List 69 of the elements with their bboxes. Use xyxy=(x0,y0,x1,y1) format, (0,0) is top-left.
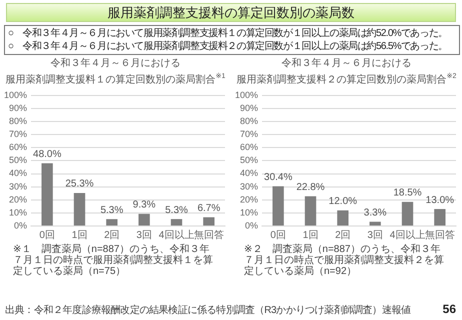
bar xyxy=(370,222,381,226)
data-label: 9.3% xyxy=(132,200,156,211)
x-tick-label: 2回 xyxy=(104,230,120,242)
y-tick-label: 50% xyxy=(240,156,258,166)
data-label: 5.3% xyxy=(100,205,124,216)
data-label: 5.3% xyxy=(165,205,188,216)
data-label: 22.8% xyxy=(296,182,325,194)
y-tick-label: 30% xyxy=(240,182,258,192)
bar xyxy=(272,186,284,226)
y-tick-label: 20% xyxy=(240,194,258,205)
chart-subtitle: 服用薬剤調整支援料２の算定回数別の薬局割合$^{※2}$ xyxy=(236,72,458,86)
bar xyxy=(74,193,86,226)
x-tick-label: 3回 xyxy=(367,230,383,242)
y-tick-label: 70% xyxy=(240,129,258,140)
data-label: 13.0% xyxy=(426,195,454,206)
bar xyxy=(337,210,348,226)
bar xyxy=(203,218,214,226)
text: ※２ 調査薬局（n=887）のうち、令和３年７月１日の時点で服用薬剤調整支援料２を算定している薬局（n=92） xyxy=(244,244,445,278)
x-tick-label: 無回答 xyxy=(424,229,455,242)
source-note: 出典：令和２年度診療報酬改定の結果検証に係る特別調査（R3かかりつけ薬剤師調査）速報値 xyxy=(5,304,411,317)
data-label: 25.3% xyxy=(65,179,94,190)
bar xyxy=(304,196,316,226)
data-label: 6.7% xyxy=(197,203,220,214)
x-tick-label: 無回答 xyxy=(194,229,224,242)
y-tick-label: 90% xyxy=(240,103,258,114)
text: ○ 令和３年４月～６月において服用薬剤調整支援料１の算定回数が１回以上の薬局は約52.0%であった。 xyxy=(8,27,448,40)
x-tick-label: 3回 xyxy=(136,230,152,242)
bar xyxy=(434,209,446,226)
y-tick-label: 0% xyxy=(14,220,28,231)
chart-title: 令和３年４月～６月における xyxy=(280,57,412,70)
x-tick-label: 1回 xyxy=(302,230,318,242)
chart-title: 令和３年４月～６月における xyxy=(50,57,182,70)
data-label: 18.5% xyxy=(393,188,422,199)
y-tick-label: 80% xyxy=(9,116,28,126)
y-tick-label: 100% xyxy=(4,90,28,100)
x-tick-label: 0回 xyxy=(39,230,55,242)
y-tick-label: 10% xyxy=(9,208,28,218)
y-tick-label: 70% xyxy=(9,129,28,140)
x-tick-label: 2回 xyxy=(335,230,351,242)
y-tick-label: 20% xyxy=(9,194,28,205)
x-tick-label: 4回以上 xyxy=(390,229,426,242)
y-tick-label: 10% xyxy=(240,208,258,218)
x-tick-label: 4回以上 xyxy=(158,229,194,242)
y-tick-label: 50% xyxy=(9,156,28,166)
x-tick-label: 0回 xyxy=(270,230,286,242)
y-tick-label: 30% xyxy=(9,182,28,192)
text: ○ 令和３年４月～６月において服用薬剤調整支援料２の算定回数が１回以上の薬局は約56.5%であった。 xyxy=(8,40,448,53)
bar xyxy=(402,202,414,226)
text: 服用薬剤調整支援料の算定回数別の薬局数 xyxy=(6,3,456,22)
data-label: 48.0% xyxy=(33,149,62,160)
y-tick-label: 60% xyxy=(9,142,28,152)
y-tick-label: 80% xyxy=(240,116,258,126)
y-tick-label: 100% xyxy=(234,90,258,100)
data-label: 12.0% xyxy=(328,196,358,208)
bar xyxy=(42,164,53,226)
text: ※１ 調査薬局（n=887）のうち、令和３年７月１日の時点で服用薬剤調整支援料１を算定している薬局（n=75） xyxy=(13,244,214,278)
y-tick-label: 40% xyxy=(240,168,258,179)
text: 56 xyxy=(442,302,456,316)
chart-subtitle: 服用薬剤調整支援料１の算定回数別の薬局割合$^{※1}$ xyxy=(4,72,226,86)
y-tick-label: 0% xyxy=(245,220,258,231)
data-label: 30.4% xyxy=(264,172,292,184)
y-tick-label: 60% xyxy=(240,142,258,152)
bar xyxy=(138,214,150,226)
x-tick-label: 1回 xyxy=(72,230,88,242)
y-tick-label: 40% xyxy=(9,168,28,179)
bar xyxy=(106,219,118,226)
data-label: 3.3% xyxy=(364,208,387,219)
y-tick-label: 90% xyxy=(9,103,28,114)
bar xyxy=(170,219,182,226)
